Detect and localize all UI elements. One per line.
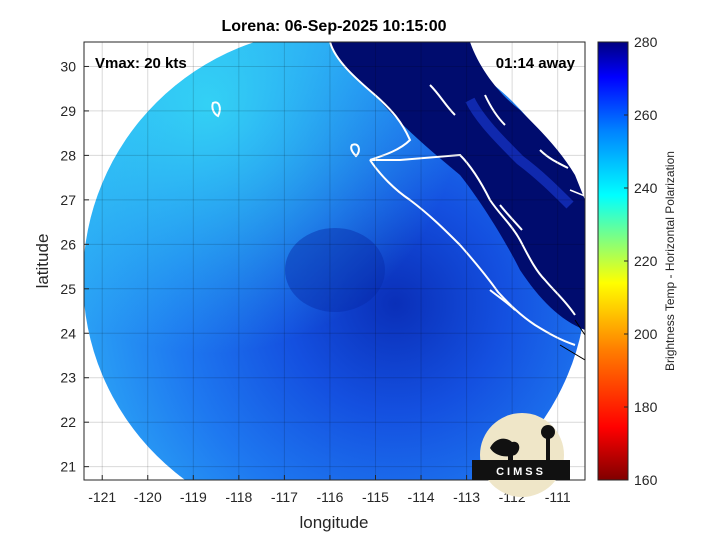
axes-frame [83,41,586,481]
y-tick-label: 28 [60,147,76,163]
x-tick-label: -113 [453,489,480,505]
colorbar-ticks: 160 180 200 220 240 260 280 [624,34,658,488]
x-tick-label: -117 [271,489,298,505]
y-axis-label: latitude [33,234,52,289]
x-tick-label: -118 [225,489,252,505]
coastline [329,42,576,316]
x-tick-label: -111 [545,489,571,505]
y-tick-label: 23 [60,370,76,386]
cimss-logo: CIMSS [472,413,570,497]
x-axis: -121 -120 -119 -118 -117 -116 -115 -114 -113 -112… [88,475,571,505]
colorbar-label: Brightness Temp - Horizontal Polarizatio… [663,151,677,371]
colorbar-tick-label: 260 [634,107,658,123]
storm-core [285,228,385,312]
colorbar-tick-label: 240 [634,180,658,196]
colorbar-tick-label: 220 [634,253,658,269]
x-tick-label: -115 [362,489,389,505]
x-tick-label: -119 [180,489,207,505]
brightness-temperature-swath [84,42,585,480]
y-tick-label: 27 [60,192,76,208]
y-axis: 21 22 23 24 25 26 27 28 29 30 [60,58,89,475]
y-tick-label: 22 [60,414,76,430]
x-tick-label: -120 [134,489,162,505]
x-axis-label: longitude [299,513,368,532]
time-away-label: 01:14 away [496,55,576,72]
chart-title: Lorena: 06-Sep-2025 10:15:00 [222,18,447,35]
x-tick-label: -116 [316,489,343,505]
colorbar-tick-label: 160 [634,472,658,488]
y-tick-label: 29 [60,103,76,119]
y-tick-label: 24 [60,325,76,341]
x-tick-label: -121 [88,489,116,505]
colorbar-tick-label: 200 [634,326,658,342]
vmax-label: Vmax: 20 kts [95,55,187,72]
x-tick-label: -114 [408,489,435,505]
y-tick-label: 26 [60,236,76,252]
logo-text: CIMSS [496,466,546,478]
colorbar-tick-label: 180 [634,399,658,415]
y-tick-label: 25 [60,281,76,297]
y-tick-label: 21 [60,459,76,475]
y-tick-label: 30 [60,58,76,74]
colorbar-tick-label: 280 [634,34,658,50]
colorbar [597,41,629,481]
